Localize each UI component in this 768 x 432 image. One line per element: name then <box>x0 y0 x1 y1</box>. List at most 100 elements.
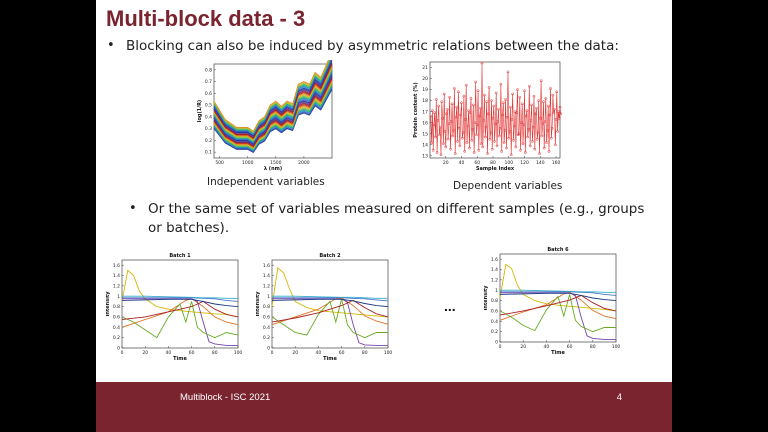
batch-series-line <box>271 299 389 323</box>
x-tick-label: 500 <box>215 160 224 166</box>
protein-point <box>440 100 444 104</box>
protein-point <box>559 112 563 116</box>
y-tick-label: 13 <box>422 153 428 159</box>
protein-point <box>441 116 444 120</box>
footer-text: Multiblock - ISC 2021 <box>180 392 271 403</box>
protein-point <box>456 140 459 143</box>
spectrum-line <box>213 82 333 150</box>
y-axis-label: Intensity <box>256 291 261 317</box>
batch-series-line <box>500 292 616 340</box>
protein-point <box>501 101 505 105</box>
y-tick-label: 0.3 <box>205 126 212 132</box>
protein-point <box>497 134 501 138</box>
protein-point <box>449 147 452 151</box>
batch-series-line <box>499 263 617 312</box>
protein-point <box>530 103 533 107</box>
y-tick-label: 0.8 <box>491 298 498 304</box>
protein-point <box>460 136 464 140</box>
chart-title: Batch 2 <box>319 253 341 259</box>
protein-point <box>497 108 500 111</box>
y-tick-label: 1.6 <box>113 263 120 269</box>
spectrum-line <box>213 85 333 151</box>
protein-point <box>449 120 453 123</box>
slide-title: Multi-block data - 3 <box>106 6 306 31</box>
protein-point <box>540 134 544 138</box>
spectrum-line <box>213 88 333 153</box>
y-tick-label: 1 <box>267 294 270 300</box>
protein-point <box>483 135 487 139</box>
spectrum-line <box>213 74 333 145</box>
protein-point <box>474 80 478 84</box>
x-tick-label: 80 <box>590 344 596 350</box>
protein-point <box>546 104 550 108</box>
protein-point <box>552 111 556 115</box>
protein-point <box>431 148 435 152</box>
protein-point <box>533 147 537 151</box>
protein-point <box>515 111 519 115</box>
spectra-chart: 500 1000 1500 2000 0.1 0.2 0.3 0.4 0.5 0.6 0.7 0.8 λ… <box>192 60 336 176</box>
protein-point <box>520 121 523 125</box>
batch-series-line <box>272 295 388 299</box>
protein-point <box>443 130 447 133</box>
y-tick-label: 0.6 <box>491 309 498 315</box>
caption-independent: Independent variables <box>207 176 325 188</box>
protein-line <box>430 63 562 155</box>
spectrum-line <box>213 62 333 139</box>
protein-point <box>475 123 479 127</box>
spectrum-line <box>213 67 333 141</box>
protein-point <box>553 108 556 111</box>
y-tick-label: 0.2 <box>491 329 498 335</box>
protein-point <box>480 61 484 65</box>
protein-point <box>504 98 507 101</box>
y-tick-label: 1 <box>117 294 120 300</box>
protein-point <box>434 135 437 139</box>
spectrum-line <box>213 81 333 149</box>
x-tick-label: 60 <box>339 350 345 356</box>
x-tick-label: 40 <box>459 160 465 166</box>
protein-point <box>520 102 524 106</box>
spectrum-line <box>213 86 333 152</box>
protein-point <box>488 137 492 141</box>
x-axis-label: Time <box>173 356 187 362</box>
protein-point <box>498 126 502 130</box>
protein-point <box>432 123 436 127</box>
protein-point <box>522 123 526 127</box>
protein-point <box>486 112 490 116</box>
protein-point <box>471 127 474 131</box>
spectrum-line <box>213 78 333 147</box>
protein-point <box>435 151 439 154</box>
x-tick-label: 1500 <box>270 160 282 166</box>
y-tick-label: 15 <box>422 131 428 137</box>
batch-series-line <box>272 298 388 346</box>
protein-point <box>509 153 513 157</box>
chart-title: Batch 6 <box>547 247 569 253</box>
x-tick-label: 100 <box>234 350 242 356</box>
protein-point <box>489 131 493 134</box>
protein-point <box>502 141 506 144</box>
protein-point <box>447 122 451 126</box>
protein-point <box>538 152 541 155</box>
protein-point <box>470 138 474 142</box>
y-tick-label: 14 <box>422 142 428 148</box>
protein-point <box>531 125 535 129</box>
batch-6-chart: 0 20 40 60 80 100 0 0.2 0.4 0.6 0.8 1 1.2 1.4 1.6 Time I… <box>484 246 620 358</box>
protein-point <box>465 141 469 144</box>
protein-point <box>539 79 543 83</box>
protein-point <box>529 119 533 122</box>
protein-point <box>459 113 463 117</box>
spectrum-line <box>213 63 333 139</box>
batch-series-line <box>271 298 389 308</box>
y-tick-label: 0.2 <box>205 138 212 144</box>
y-tick-label: 0 <box>495 340 498 346</box>
x-tick-label: 140 <box>536 160 545 166</box>
protein-point <box>439 153 443 157</box>
batch-series-line <box>121 300 239 320</box>
protein-point <box>544 97 548 100</box>
bullet-marker: • <box>107 38 115 53</box>
protein-point <box>537 99 541 102</box>
y-tick-label: 16 <box>422 120 428 126</box>
batch-series-line <box>500 291 617 296</box>
ellipsis: ... <box>444 298 456 314</box>
y-tick-label: 0.5 <box>205 103 212 109</box>
y-tick-label: 1.4 <box>263 273 270 279</box>
